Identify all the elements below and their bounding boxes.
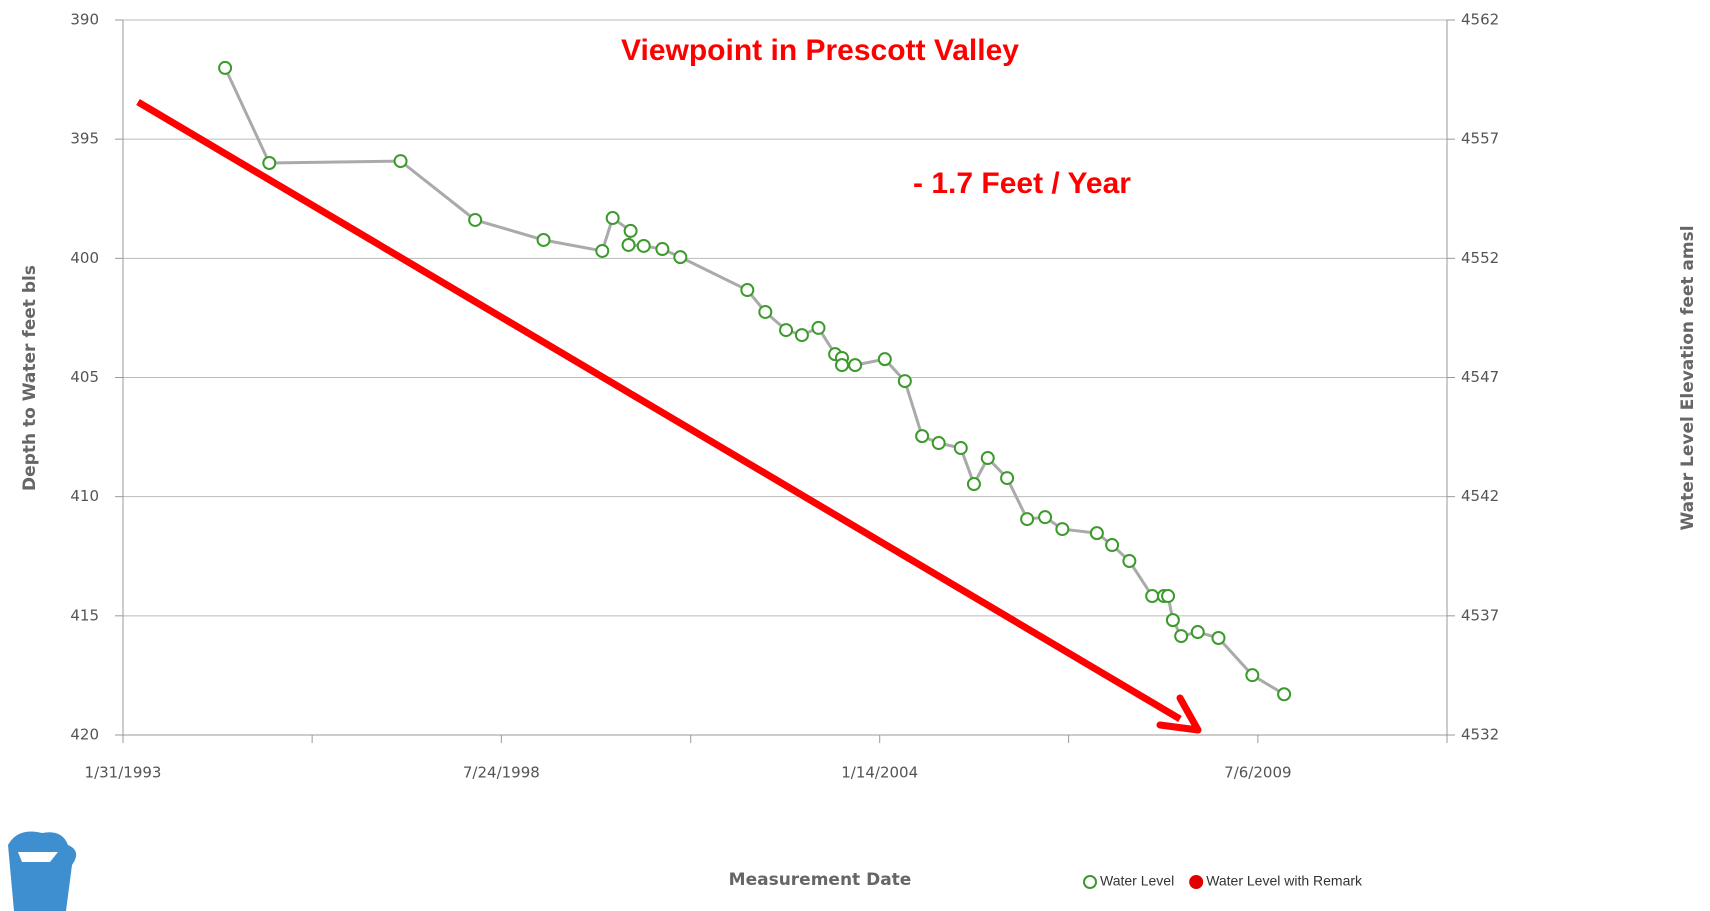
data-point (1055, 522, 1070, 537)
data-point (1174, 629, 1189, 644)
data-point (953, 441, 968, 456)
data-point (655, 242, 670, 257)
annotation: - 1.7 Feet / Year (913, 167, 1131, 200)
data-point (931, 436, 946, 451)
logo (8, 831, 77, 911)
data-point (1245, 668, 1260, 683)
x-axis-title: Measurement Date (729, 870, 912, 890)
y2-tick-label: 4542 (1461, 487, 1499, 505)
data-point (1038, 510, 1053, 525)
legend-marker (1189, 875, 1204, 889)
data-point (834, 358, 849, 373)
legend-item: Water Level (1083, 873, 1174, 889)
y2-tick-label: 4532 (1461, 726, 1499, 744)
chart-title: Viewpoint in Prescott Valley (621, 34, 1019, 67)
data-point (1211, 630, 1226, 645)
data-point (605, 211, 620, 226)
data-point (794, 328, 809, 343)
data-point (1122, 554, 1137, 569)
x-tick-label: 1/14/2004 (841, 764, 918, 782)
y2-axis-title: Water Level Elevation feet amsl (1678, 225, 1698, 530)
x-tick-label: 1/31/1993 (85, 764, 162, 782)
y2-tick-label: 4562 (1461, 11, 1499, 29)
trend-arrowhead (1156, 694, 1202, 734)
x-tick-label: 7/6/2009 (1224, 764, 1291, 782)
y-axis-title: Depth to Water feet bls (20, 265, 40, 491)
data-point (1145, 589, 1160, 604)
data-point (877, 352, 892, 367)
y2-tick-label: 4537 (1461, 606, 1499, 624)
data-point (1105, 538, 1120, 553)
data-point (673, 250, 688, 265)
data-point (897, 374, 912, 389)
data-point (536, 232, 551, 247)
data-point (595, 243, 610, 258)
data-point (1190, 625, 1205, 640)
legend-label: Water Level (1100, 873, 1174, 889)
data-point (758, 304, 773, 319)
data-point (740, 283, 755, 298)
series-line (223, 67, 1285, 696)
y-tick-label: 400 (70, 249, 99, 267)
legend-label: Water Level with Remark (1206, 873, 1363, 889)
y-tick-label: 405 (70, 368, 99, 386)
legend-item: Water Level with Remark (1189, 873, 1363, 889)
y-tick-label: 410 (70, 487, 99, 505)
trend-arrow (136, 98, 1182, 723)
y2-tick-label: 4547 (1461, 368, 1499, 386)
data-point (779, 323, 794, 338)
data-point (218, 60, 233, 75)
data-point (1165, 613, 1180, 628)
y2-tick-label: 4557 (1461, 130, 1499, 148)
y-tick-label: 415 (70, 606, 99, 624)
data-point (621, 237, 636, 252)
data-point (468, 212, 483, 227)
data-point (848, 358, 863, 373)
data-point (393, 154, 408, 169)
y-tick-label: 420 (70, 726, 99, 744)
data-point (980, 451, 995, 466)
data-point (623, 223, 638, 238)
data-point (636, 238, 651, 253)
x-tick-label: 7/24/1998 (463, 764, 540, 782)
y-tick-label: 395 (70, 130, 99, 148)
data-point (1161, 589, 1176, 604)
data-point (1000, 471, 1015, 486)
data-point (966, 477, 981, 492)
data-point (1020, 512, 1035, 527)
data-point (1089, 526, 1104, 541)
data-point (811, 320, 826, 335)
data-point (262, 156, 277, 170)
legend-marker (1083, 875, 1097, 889)
y-tick-label: 390 (70, 11, 99, 29)
data-point (1277, 687, 1292, 702)
data-point (915, 429, 930, 444)
y2-tick-label: 4552 (1461, 249, 1499, 267)
